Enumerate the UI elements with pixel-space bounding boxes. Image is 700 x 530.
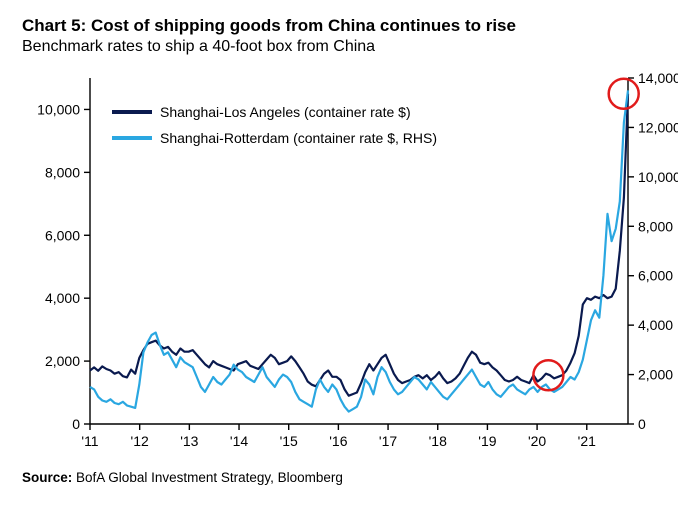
svg-text:'19: '19 bbox=[478, 433, 496, 449]
svg-text:'17: '17 bbox=[379, 433, 397, 449]
svg-text:6,000: 6,000 bbox=[638, 268, 673, 284]
source-line: Source: BofA Global Investment Strategy,… bbox=[22, 470, 678, 485]
chart-title: Chart 5: Cost of shipping goods from Chi… bbox=[22, 16, 678, 36]
svg-text:'12: '12 bbox=[131, 433, 149, 449]
svg-text:4,000: 4,000 bbox=[45, 290, 80, 306]
svg-text:10,000: 10,000 bbox=[37, 101, 80, 117]
svg-text:12,000: 12,000 bbox=[638, 119, 678, 135]
svg-text:8,000: 8,000 bbox=[45, 164, 80, 180]
svg-text:6,000: 6,000 bbox=[45, 227, 80, 243]
svg-text:'11: '11 bbox=[81, 433, 98, 449]
svg-text:0: 0 bbox=[72, 416, 80, 432]
svg-text:'15: '15 bbox=[280, 433, 298, 449]
svg-text:8,000: 8,000 bbox=[638, 218, 673, 234]
svg-text:10,000: 10,000 bbox=[638, 169, 678, 185]
svg-text:'18: '18 bbox=[429, 433, 447, 449]
svg-text:'14: '14 bbox=[230, 433, 248, 449]
svg-text:'13: '13 bbox=[180, 433, 198, 449]
chart-subtitle: Benchmark rates to ship a 40-foot box fr… bbox=[22, 38, 678, 56]
svg-text:'16: '16 bbox=[329, 433, 347, 449]
legend-label: Shanghai-Los Angeles (container rate $) bbox=[160, 104, 411, 120]
line-chart-svg: 0 2,000 4,000 6,000 8,000 10,000 0 2,000 4,000 6,… bbox=[22, 64, 678, 464]
annotation-circle bbox=[609, 79, 639, 109]
svg-text:4,000: 4,000 bbox=[638, 317, 673, 333]
source-text: BofA Global Investment Strategy, Bloombe… bbox=[76, 470, 343, 485]
legend-label: Shanghai-Rotterdam (container rate $, RH… bbox=[160, 130, 437, 146]
chart-area: 0 2,000 4,000 6,000 8,000 10,000 0 2,000 4,000 6,… bbox=[22, 64, 678, 464]
svg-text:0: 0 bbox=[638, 416, 646, 432]
svg-text:'21: '21 bbox=[578, 433, 596, 449]
svg-text:14,000: 14,000 bbox=[638, 70, 678, 86]
svg-text:2,000: 2,000 bbox=[45, 353, 80, 369]
source-label: Source: bbox=[22, 470, 72, 485]
svg-text:2,000: 2,000 bbox=[638, 367, 673, 383]
svg-text:'20: '20 bbox=[528, 433, 546, 449]
